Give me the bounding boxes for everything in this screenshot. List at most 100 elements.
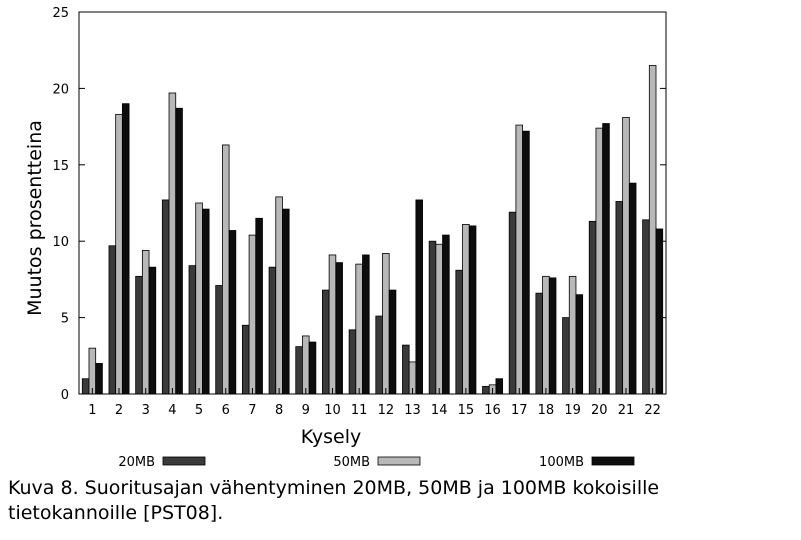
legend-swatch-20MB bbox=[162, 456, 206, 466]
bar-50MB-19 bbox=[568, 275, 577, 395]
y-tick-label: 5 bbox=[61, 312, 69, 327]
bars bbox=[81, 65, 664, 395]
x-tick-label: 1 bbox=[88, 403, 96, 418]
bar-20MB-1 bbox=[81, 378, 90, 395]
bar-50MB-22 bbox=[648, 65, 657, 395]
bar-50MB-14 bbox=[435, 243, 443, 395]
x-tick-label: 20 bbox=[591, 403, 608, 418]
bar-100MB-18 bbox=[548, 277, 557, 395]
legend-swatch-100MB bbox=[591, 456, 635, 466]
bar-50MB-3 bbox=[141, 249, 150, 395]
x-tick-label: 10 bbox=[324, 403, 341, 418]
y-tick-label: 10 bbox=[52, 235, 69, 250]
bar-100MB-13 bbox=[415, 199, 423, 395]
bar-100MB-14 bbox=[442, 234, 450, 395]
bar-20MB-7 bbox=[241, 324, 250, 395]
plot-frame bbox=[78, 11, 667, 395]
x-tick-label: 9 bbox=[302, 403, 310, 418]
bar-100MB-2 bbox=[121, 103, 130, 395]
x-tick-label: 12 bbox=[378, 403, 395, 418]
x-tick-label: 22 bbox=[644, 403, 661, 418]
bar-20MB-4 bbox=[161, 199, 170, 395]
bar-100MB-3 bbox=[148, 266, 157, 395]
bar-100MB-17 bbox=[522, 130, 530, 395]
y-axis-label: Muutos prosentteina bbox=[24, 120, 46, 316]
bar-50MB-18 bbox=[542, 275, 550, 395]
bar-50MB-7 bbox=[248, 234, 257, 395]
bar-20MB-19 bbox=[562, 317, 570, 395]
legend-label-100MB: 100MB bbox=[539, 455, 584, 470]
bar-20MB-9 bbox=[295, 346, 303, 395]
bar-20MB-8 bbox=[268, 266, 277, 395]
bar-50MB-11 bbox=[355, 263, 363, 395]
y-tick-label: 25 bbox=[52, 6, 69, 21]
bar-100MB-12 bbox=[388, 289, 397, 395]
x-tick-label: 21 bbox=[618, 403, 635, 418]
x-tick-label: 17 bbox=[511, 403, 528, 418]
bar-100MB-1 bbox=[95, 363, 103, 395]
bar-100MB-15 bbox=[468, 225, 477, 395]
bar-20MB-12 bbox=[375, 315, 383, 395]
bar-100MB-8 bbox=[282, 208, 290, 395]
legend: 20MB 50MB 100MB bbox=[118, 455, 635, 470]
bar-20MB-14 bbox=[428, 240, 437, 395]
bar-20MB-16 bbox=[482, 385, 490, 395]
legend-swatch-50MB bbox=[377, 456, 421, 466]
bar-50MB-4 bbox=[168, 92, 177, 395]
bar-50MB-10 bbox=[328, 254, 337, 395]
figure-caption: Kuva 8. Suoritusajan vähentyminen 20MB, … bbox=[8, 477, 660, 524]
bar-20MB-22 bbox=[642, 219, 650, 395]
x-tick-label: 5 bbox=[195, 403, 203, 418]
bar-50MB-2 bbox=[115, 113, 123, 395]
y-tick-label: 15 bbox=[52, 159, 69, 174]
bar-100MB-20 bbox=[602, 123, 610, 395]
bar-20MB-5 bbox=[188, 265, 197, 395]
bar-20MB-10 bbox=[322, 289, 330, 395]
bar-20MB-15 bbox=[455, 269, 463, 395]
bar-100MB-16 bbox=[495, 378, 504, 395]
bar-100MB-4 bbox=[175, 107, 183, 395]
x-tick-label: 7 bbox=[248, 403, 256, 418]
x-tick-label: 2 bbox=[115, 403, 123, 418]
bar-100MB-10 bbox=[335, 262, 343, 395]
bar-100MB-5 bbox=[202, 208, 210, 395]
bar-20MB-2 bbox=[108, 245, 117, 395]
y-tick-label: 0 bbox=[61, 388, 69, 403]
legend-label-20MB: 20MB bbox=[118, 455, 155, 470]
bar-100MB-22 bbox=[655, 228, 664, 395]
bar-50MB-9 bbox=[302, 335, 310, 395]
bar-20MB-18 bbox=[535, 292, 543, 395]
bar-100MB-7 bbox=[255, 217, 263, 395]
bar-50MB-20 bbox=[595, 127, 604, 395]
bar-20MB-13 bbox=[402, 344, 410, 395]
bar-50MB-17 bbox=[515, 124, 524, 395]
bar-50MB-12 bbox=[382, 253, 390, 395]
bar-20MB-17 bbox=[508, 211, 517, 395]
x-tick-label: 11 bbox=[351, 403, 368, 418]
x-tick-label: 18 bbox=[538, 403, 555, 418]
bar-50MB-6 bbox=[221, 144, 230, 395]
bar-100MB-21 bbox=[628, 182, 637, 395]
bar-50MB-1 bbox=[88, 347, 97, 395]
x-axis-label: Kysely bbox=[301, 426, 361, 448]
x-tick-label: 15 bbox=[458, 403, 475, 418]
bar-100MB-9 bbox=[308, 341, 317, 395]
bar-20MB-21 bbox=[615, 201, 624, 395]
x-tick-label: 14 bbox=[431, 403, 448, 418]
x-tick-label: 3 bbox=[142, 403, 150, 418]
x-tick-label: 19 bbox=[564, 403, 581, 418]
bar-20MB-20 bbox=[588, 220, 597, 395]
bar-50MB-21 bbox=[622, 117, 630, 395]
y-tick-label: 20 bbox=[52, 82, 69, 97]
x-tick-label: 13 bbox=[404, 403, 421, 418]
bar-50MB-5 bbox=[195, 202, 203, 395]
bar-100MB-19 bbox=[575, 294, 584, 395]
bar-50MB-15 bbox=[462, 223, 470, 395]
bar-50MB-8 bbox=[275, 196, 283, 395]
bar-100MB-6 bbox=[228, 230, 237, 395]
bar-20MB-6 bbox=[215, 285, 223, 395]
x-tick-label: 6 bbox=[222, 403, 230, 418]
legend-label-50MB: 50MB bbox=[333, 455, 370, 470]
x-tick-label: 4 bbox=[168, 403, 176, 418]
x-tick-label: 16 bbox=[484, 403, 501, 418]
